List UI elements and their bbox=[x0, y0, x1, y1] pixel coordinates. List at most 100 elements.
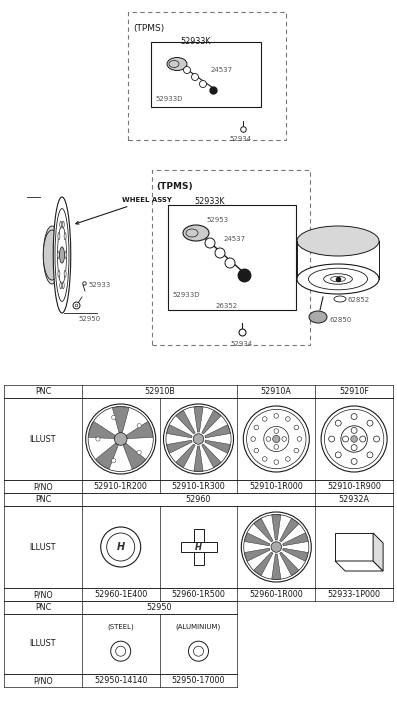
Text: 52933D: 52933D bbox=[155, 96, 183, 102]
Circle shape bbox=[343, 436, 349, 442]
Text: 52933-1P000: 52933-1P000 bbox=[328, 590, 381, 599]
Text: (ALUMINIUM): (ALUMINIUM) bbox=[176, 624, 221, 630]
Text: 52933D: 52933D bbox=[172, 292, 200, 298]
Bar bbox=[151, 42, 261, 107]
Text: (TPMS): (TPMS) bbox=[133, 25, 164, 33]
Text: 52910-1R900: 52910-1R900 bbox=[327, 482, 381, 491]
Ellipse shape bbox=[43, 230, 61, 280]
Text: H: H bbox=[195, 542, 202, 552]
Circle shape bbox=[274, 445, 279, 449]
Circle shape bbox=[205, 238, 215, 248]
Circle shape bbox=[367, 420, 373, 426]
Circle shape bbox=[215, 248, 225, 258]
Text: PNC: PNC bbox=[35, 603, 51, 612]
Circle shape bbox=[193, 434, 204, 444]
Circle shape bbox=[271, 542, 281, 553]
Bar bbox=[181, 542, 216, 552]
Polygon shape bbox=[167, 440, 192, 453]
Ellipse shape bbox=[43, 226, 61, 284]
Circle shape bbox=[321, 406, 387, 472]
Text: 52960: 52960 bbox=[186, 495, 211, 504]
Ellipse shape bbox=[60, 247, 64, 263]
Ellipse shape bbox=[62, 282, 64, 289]
Circle shape bbox=[112, 415, 116, 419]
Circle shape bbox=[282, 437, 287, 441]
Text: 52910B: 52910B bbox=[144, 387, 175, 396]
Ellipse shape bbox=[58, 233, 60, 240]
Ellipse shape bbox=[55, 209, 69, 302]
Ellipse shape bbox=[297, 264, 379, 294]
Text: P/NO: P/NO bbox=[33, 676, 53, 685]
Circle shape bbox=[266, 437, 271, 441]
Circle shape bbox=[191, 73, 198, 81]
Polygon shape bbox=[245, 548, 270, 561]
Circle shape bbox=[251, 437, 256, 441]
Ellipse shape bbox=[60, 282, 62, 289]
Text: 52910F: 52910F bbox=[339, 387, 369, 396]
Polygon shape bbox=[245, 533, 270, 546]
Circle shape bbox=[96, 437, 100, 441]
Polygon shape bbox=[112, 407, 129, 433]
Circle shape bbox=[274, 429, 279, 433]
Circle shape bbox=[341, 426, 367, 452]
Circle shape bbox=[285, 457, 290, 462]
Circle shape bbox=[285, 417, 290, 422]
Ellipse shape bbox=[62, 221, 64, 228]
Text: 52933K: 52933K bbox=[195, 196, 225, 206]
Circle shape bbox=[241, 512, 311, 582]
Text: 52934: 52934 bbox=[229, 136, 251, 142]
Circle shape bbox=[262, 417, 267, 422]
Polygon shape bbox=[194, 446, 203, 471]
Text: 52950: 52950 bbox=[147, 603, 172, 612]
Text: 52950: 52950 bbox=[78, 316, 100, 322]
Text: 52950-14140: 52950-14140 bbox=[94, 676, 147, 685]
Circle shape bbox=[243, 406, 309, 472]
Polygon shape bbox=[194, 407, 203, 432]
Polygon shape bbox=[167, 425, 192, 438]
Ellipse shape bbox=[183, 225, 209, 241]
Polygon shape bbox=[89, 422, 116, 438]
Circle shape bbox=[294, 425, 299, 430]
Polygon shape bbox=[373, 533, 383, 571]
Ellipse shape bbox=[60, 221, 62, 228]
Ellipse shape bbox=[167, 57, 187, 71]
Circle shape bbox=[367, 452, 373, 458]
Ellipse shape bbox=[297, 226, 379, 256]
Text: 62852: 62852 bbox=[348, 297, 370, 303]
Circle shape bbox=[360, 436, 366, 442]
Text: 52960-1R000: 52960-1R000 bbox=[249, 590, 303, 599]
Circle shape bbox=[335, 452, 341, 458]
Text: 52910-1R300: 52910-1R300 bbox=[172, 482, 225, 491]
Text: 52910-1R200: 52910-1R200 bbox=[94, 482, 148, 491]
Ellipse shape bbox=[309, 311, 327, 323]
Circle shape bbox=[274, 414, 279, 418]
Circle shape bbox=[200, 81, 206, 87]
Text: ILLUST: ILLUST bbox=[30, 542, 56, 552]
Circle shape bbox=[264, 427, 289, 451]
Circle shape bbox=[107, 533, 135, 561]
Circle shape bbox=[273, 435, 280, 443]
Ellipse shape bbox=[58, 270, 60, 277]
Circle shape bbox=[116, 646, 126, 656]
Text: 52932A: 52932A bbox=[339, 495, 370, 504]
Circle shape bbox=[262, 457, 267, 462]
Ellipse shape bbox=[331, 276, 345, 281]
Text: H: H bbox=[117, 542, 125, 552]
Circle shape bbox=[335, 420, 341, 426]
Circle shape bbox=[297, 437, 302, 441]
Circle shape bbox=[86, 404, 156, 474]
Ellipse shape bbox=[65, 252, 67, 259]
Text: 52960-1R500: 52960-1R500 bbox=[172, 590, 225, 599]
Text: 52910-1R000: 52910-1R000 bbox=[249, 482, 303, 491]
Circle shape bbox=[183, 66, 191, 73]
Circle shape bbox=[112, 459, 116, 463]
Bar bbox=[168, 205, 296, 310]
Text: 52934: 52934 bbox=[230, 341, 252, 347]
Circle shape bbox=[137, 424, 141, 427]
Polygon shape bbox=[126, 422, 153, 438]
Text: 52960-1E400: 52960-1E400 bbox=[94, 590, 147, 599]
Text: (STEEL): (STEEL) bbox=[107, 624, 134, 630]
Circle shape bbox=[193, 646, 204, 656]
Circle shape bbox=[254, 425, 258, 430]
Text: 52933K: 52933K bbox=[181, 36, 211, 46]
